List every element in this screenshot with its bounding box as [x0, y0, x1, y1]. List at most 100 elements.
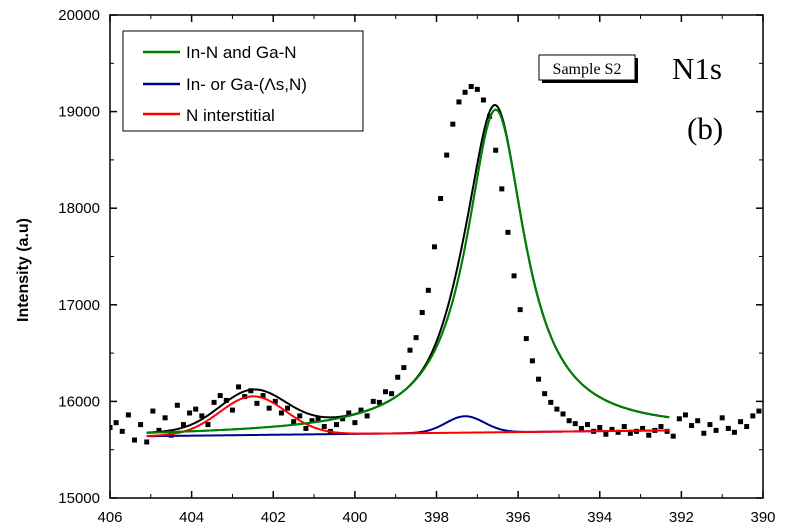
data-point: [315, 416, 321, 422]
y-tick-label: 19000: [58, 104, 100, 121]
data-point: [413, 335, 419, 341]
data-point: [376, 399, 382, 405]
data-point: [713, 427, 719, 433]
axes: 406 404 402 400 398 396 394 392 390 15000 16000 170…: [58, 7, 775, 526]
data-point: [701, 430, 707, 436]
data-point: [554, 406, 560, 412]
data-point: [523, 336, 529, 342]
data-point: [689, 423, 695, 429]
sample-label: Sample S2: [553, 61, 622, 78]
data-point: [321, 424, 327, 430]
data-point: [603, 431, 609, 437]
data-point: [382, 389, 388, 395]
data-point: [272, 398, 278, 404]
y-axis-title: Intensity (a.u): [15, 218, 32, 322]
data-point: [658, 424, 664, 430]
data-point: [260, 393, 266, 399]
data-point: [419, 310, 425, 316]
data-point: [285, 405, 291, 411]
data-point: [640, 425, 646, 431]
data-point: [438, 196, 444, 202]
data-point: [738, 419, 744, 425]
data-point: [352, 420, 358, 426]
legend-label-in-n-ga-n: In-N and Ga-N: [186, 43, 297, 62]
sample-label-shadow: [635, 58, 638, 83]
data-point: [205, 422, 211, 428]
data-point: [517, 307, 523, 313]
data-point: [468, 83, 474, 89]
data-point: [401, 365, 407, 371]
data-point: [597, 424, 603, 430]
data-point: [162, 415, 168, 421]
data-point: [395, 374, 401, 380]
data-point: [627, 430, 633, 436]
data-point: [493, 147, 499, 153]
data-point: [138, 422, 144, 428]
sample-annotation: Sample S2: [538, 54, 638, 83]
data-point: [462, 89, 468, 95]
y-tick-label: 20000: [58, 7, 100, 24]
data-point: [174, 402, 180, 408]
data-point: [211, 399, 217, 405]
data-point: [719, 415, 725, 421]
data-point: [444, 152, 450, 158]
data-point: [505, 229, 511, 235]
data-point: [217, 393, 223, 399]
data-point: [150, 408, 156, 414]
data-point: [334, 422, 340, 428]
data-point: [450, 121, 456, 127]
data-point: [731, 429, 737, 435]
panel-label: (b): [687, 111, 723, 146]
data-point: [744, 424, 750, 430]
data-point: [346, 410, 352, 416]
data-point: [370, 398, 376, 404]
data-point: [242, 394, 248, 400]
plot-area: [110, 83, 762, 445]
y-tick-label: 16000: [58, 393, 100, 410]
data-point: [303, 425, 309, 431]
data-point: [110, 424, 113, 430]
x-tick-label: 404: [179, 509, 204, 526]
data-point: [560, 411, 566, 417]
sample-label-shadow-bottom: [542, 80, 638, 83]
data-point: [572, 421, 578, 427]
y-tick-label: 18000: [58, 200, 100, 217]
data-point: [223, 397, 229, 403]
data-point: [695, 418, 701, 424]
x-tick-label: 406: [97, 509, 122, 526]
data-point: [364, 413, 370, 419]
data-point: [199, 413, 205, 419]
data-point: [676, 416, 682, 422]
data-point: [615, 429, 621, 435]
data-point: [389, 391, 395, 397]
data-point: [156, 427, 162, 433]
x-tick-label: 390: [750, 509, 775, 526]
legend-label-n-interstitial: N interstitial: [186, 106, 275, 125]
data-point: [144, 439, 150, 445]
data-point: [425, 287, 431, 293]
data-point: [180, 422, 186, 428]
x-tick-label: 398: [424, 509, 449, 526]
data-point: [297, 413, 303, 419]
fit-envelope: [146, 104, 670, 434]
data-point: [756, 408, 762, 414]
data-point: [499, 186, 505, 192]
data-point: [646, 432, 652, 438]
data-point: [566, 418, 572, 424]
data-point: [529, 358, 535, 364]
data-point: [278, 410, 284, 416]
x-tick-label: 392: [669, 509, 694, 526]
fit-in-n-ga-n: [146, 108, 670, 434]
data-point: [131, 437, 137, 443]
data-point: [125, 412, 131, 418]
x-tick-label: 394: [587, 509, 612, 526]
data-point: [236, 384, 242, 390]
data-point: [585, 422, 591, 428]
data-point: [682, 412, 688, 418]
data-point: [254, 400, 260, 406]
data-point: [578, 425, 584, 431]
y-tick-label: 17000: [58, 297, 100, 314]
peak-label: N1s: [672, 51, 722, 86]
data-point: [542, 391, 548, 397]
